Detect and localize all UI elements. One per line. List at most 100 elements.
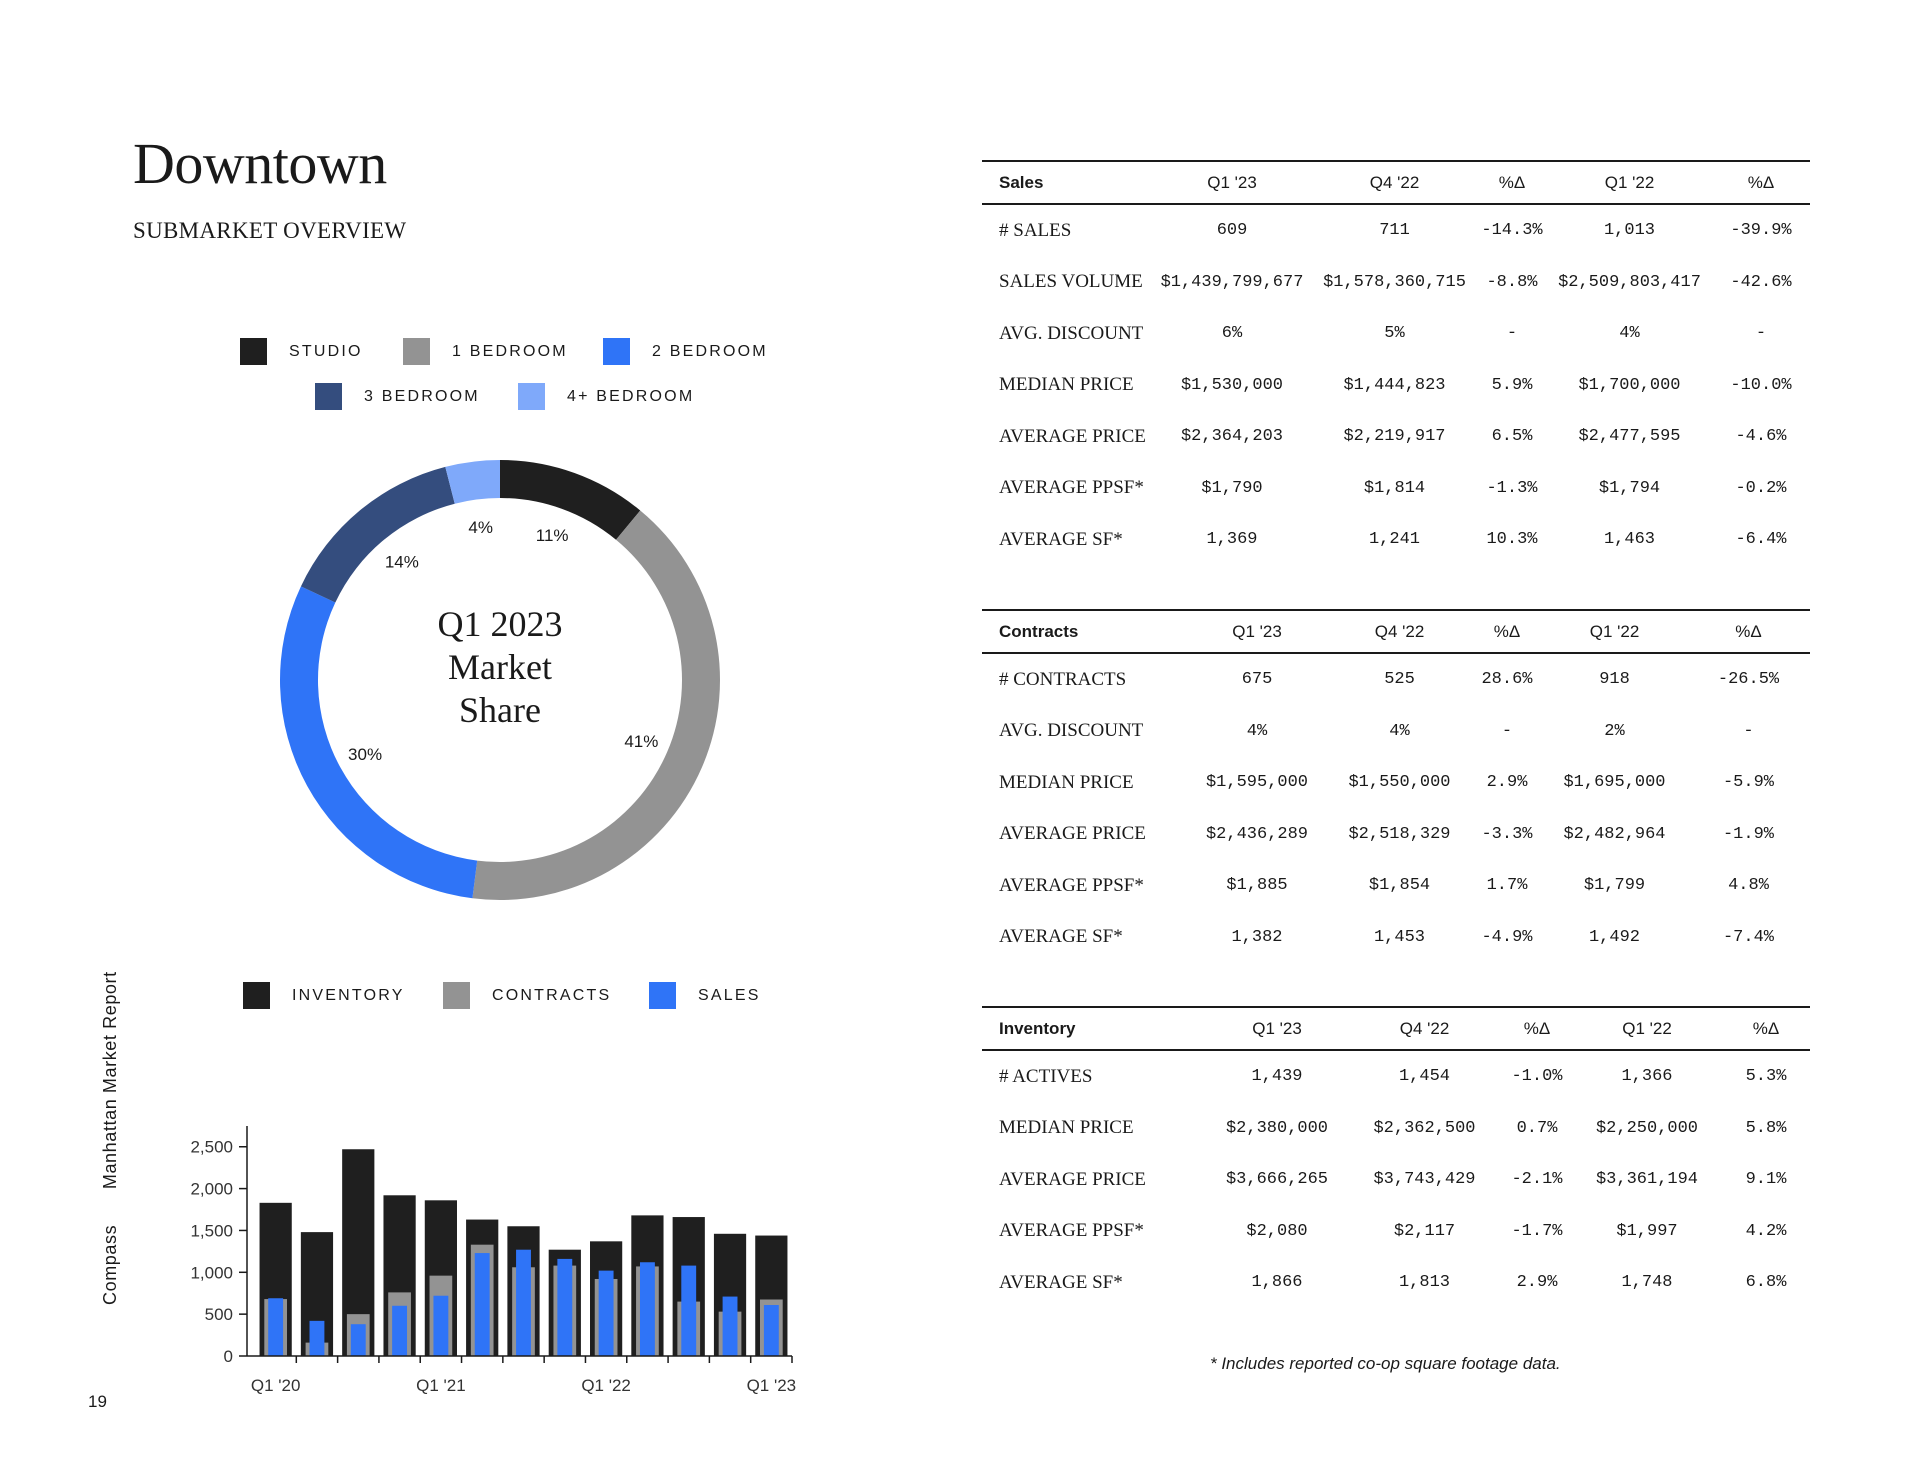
- legend-item-inventory: INVENTORY: [243, 982, 405, 1009]
- row-label: MEDIAN PRICE: [999, 1117, 1134, 1139]
- table-cell: $2,219,917: [1343, 427, 1446, 447]
- table-cell: -7.4%: [1722, 927, 1774, 947]
- table-cell: $2,250,000: [1595, 1118, 1699, 1138]
- row-label: AVERAGE SF*: [999, 528, 1123, 550]
- column-header: Q4 '22: [1347, 1006, 1502, 1051]
- table-cell: 5.3%: [1745, 1067, 1787, 1087]
- row-label: MEDIAN PRICE: [999, 771, 1134, 793]
- table-cell: $1,799: [1583, 876, 1646, 896]
- market-share-donut-chart: 11% 41% 30% 14% 4% Q1 2023 Market Share: [279, 460, 720, 900]
- table-cell: -1.7%: [1511, 1221, 1563, 1241]
- table-cell: 4.2%: [1745, 1221, 1787, 1241]
- table-cell: -6.4%: [1735, 530, 1787, 550]
- table-cell: $1,595,000: [1205, 773, 1309, 793]
- y-tick-label: 500: [205, 1305, 233, 1324]
- table-cell: 1,866: [1251, 1273, 1303, 1293]
- table-cell: 1,369: [1206, 530, 1258, 550]
- donut-label-1-bedroom: 41%: [624, 732, 658, 751]
- row-label: AVERAGE PRICE: [999, 823, 1146, 845]
- table-cell: 1,241: [1368, 530, 1420, 550]
- donut-slice-studio: [500, 460, 641, 540]
- row-label: AVERAGE PRICE: [999, 425, 1146, 447]
- table-cell: 2.9%: [1486, 773, 1528, 793]
- column-header: Q4 '22: [1312, 160, 1477, 205]
- inventory-table-block: Inventory Q1 '23 Q4 '22 %Δ Q1 '22 %Δ # A…: [982, 1006, 1810, 1309]
- table-cell: $2,477,595: [1578, 427, 1681, 447]
- donut-slice-4-bedroom: [445, 460, 500, 504]
- table-row: SALES VOLUME $1,439,799,677 $1,578,360,7…: [982, 257, 1810, 309]
- table-cell: -4.9%: [1481, 927, 1533, 947]
- y-tick-label: 2,500: [190, 1138, 233, 1157]
- x-tick-label: Q1 '22: [581, 1376, 631, 1395]
- table-cell: 5.9%: [1491, 375, 1533, 395]
- table-cell: 675: [1241, 670, 1273, 690]
- table-row: AVERAGE PPSF* $1,885 $1,854 1.7% $1,799 …: [982, 860, 1810, 912]
- table-cell: -8.8%: [1486, 272, 1538, 292]
- legend-label-studio: STUDIO: [289, 342, 363, 360]
- bar-sales-q1-21: [433, 1295, 449, 1356]
- table-cell: 5.8%: [1745, 1118, 1787, 1138]
- table-cell: -0.2%: [1735, 478, 1787, 498]
- legend-item-2-bedroom: 2 BEDROOM: [603, 338, 768, 365]
- table-cell: $3,743,429: [1373, 1170, 1476, 1190]
- row-label: AVERAGE PPSF*: [999, 1220, 1144, 1242]
- column-header: Q4 '22: [1327, 609, 1472, 654]
- x-tick-label: Q1 '23: [747, 1376, 797, 1395]
- column-header: Q1 '22: [1547, 160, 1712, 205]
- legend-swatch-3-bedroom: [315, 383, 342, 410]
- table-cell: -3.3%: [1481, 824, 1533, 844]
- column-header: %Δ: [1712, 160, 1810, 205]
- table-cell: 5%: [1384, 324, 1405, 344]
- table-cell: 2.9%: [1516, 1273, 1558, 1293]
- table-cell: 1,492: [1588, 927, 1640, 947]
- table-cell: -1.3%: [1486, 478, 1538, 498]
- table-row: # CONTRACTS 675 525 28.6% 918 -26.5%: [982, 653, 1810, 706]
- bar-sales-q2-20: [309, 1320, 325, 1356]
- table-cell: 10.3%: [1486, 530, 1538, 550]
- column-header: %Δ: [1502, 1006, 1572, 1051]
- row-label: AVERAGE PPSF*: [999, 477, 1144, 499]
- table-row: MEDIAN PRICE $1,595,000 $1,550,000 2.9% …: [982, 757, 1810, 809]
- contracts-table: Contracts Q1 '23 Q4 '22 %Δ Q1 '22 %Δ # C…: [982, 609, 1810, 963]
- table-row: AVERAGE PPSF* $2,080 $2,117 -1.7% $1,997…: [982, 1206, 1810, 1258]
- donut-label-2-bedroom: 30%: [348, 745, 382, 764]
- y-tick-label: 2,000: [190, 1180, 233, 1199]
- table-row: MEDIAN PRICE $1,530,000 $1,444,823 5.9% …: [982, 360, 1810, 412]
- bar-y-axis: 0 500 1,000 1,500 2,000 2,500: [190, 1126, 248, 1366]
- table-row: AVERAGE SF* 1,382 1,453 -4.9% 1,492 -7.4…: [982, 912, 1810, 964]
- row-label: SALES VOLUME: [999, 271, 1143, 293]
- table-cell: 28.6%: [1481, 670, 1533, 690]
- table-cell: -: [1501, 721, 1513, 741]
- sales-table-title: Sales: [982, 160, 1152, 205]
- page-title: Downtown: [133, 131, 387, 196]
- table-cell: $1,439,799,677: [1160, 272, 1304, 292]
- column-header: Q1 '23: [1187, 609, 1327, 654]
- column-header: %Δ: [1687, 609, 1810, 654]
- row-label: AVERAGE PRICE: [999, 1168, 1146, 1190]
- column-header: %Δ: [1477, 160, 1547, 205]
- table-cell: 609: [1216, 221, 1248, 241]
- legend-item-4-plus-bedroom: 4+ BEDROOM: [518, 383, 694, 410]
- bar-marks: [259, 1149, 788, 1356]
- table-row: MEDIAN PRICE $2,380,000 $2,362,500 0.7% …: [982, 1103, 1810, 1155]
- donut-slice-2-bedroom: [279, 586, 478, 899]
- bar-sales-q4-21: [557, 1258, 573, 1356]
- column-header: %Δ: [1722, 1006, 1810, 1051]
- legend-label-2-bedroom: 2 BEDROOM: [652, 342, 768, 360]
- donut-center-line-1: Q1 2023: [438, 604, 563, 644]
- table-cell: 1,453: [1373, 927, 1425, 947]
- table-cell: $1,885: [1226, 876, 1288, 896]
- y-tick-label: 0: [224, 1347, 233, 1366]
- legend-swatch-studio: [240, 338, 267, 365]
- page-number: 19: [88, 1392, 107, 1411]
- column-header: %Δ: [1472, 609, 1542, 654]
- x-tick-label: Q1 '20: [251, 1376, 301, 1395]
- sales-table-header: Sales Q1 '23 Q4 '22 %Δ Q1 '22 %Δ: [982, 160, 1810, 205]
- table-row: AVERAGE PRICE $2,364,203 $2,219,917 6.5%…: [982, 411, 1810, 463]
- legend-label-1-bedroom: 1 BEDROOM: [452, 342, 568, 360]
- table-cell: 1,013: [1603, 221, 1655, 241]
- table-cell: $1,997: [1616, 1221, 1678, 1241]
- table-cell: 1,454: [1398, 1067, 1450, 1087]
- table-cell: 4%: [1389, 721, 1410, 741]
- table-cell: 1,813: [1398, 1273, 1450, 1293]
